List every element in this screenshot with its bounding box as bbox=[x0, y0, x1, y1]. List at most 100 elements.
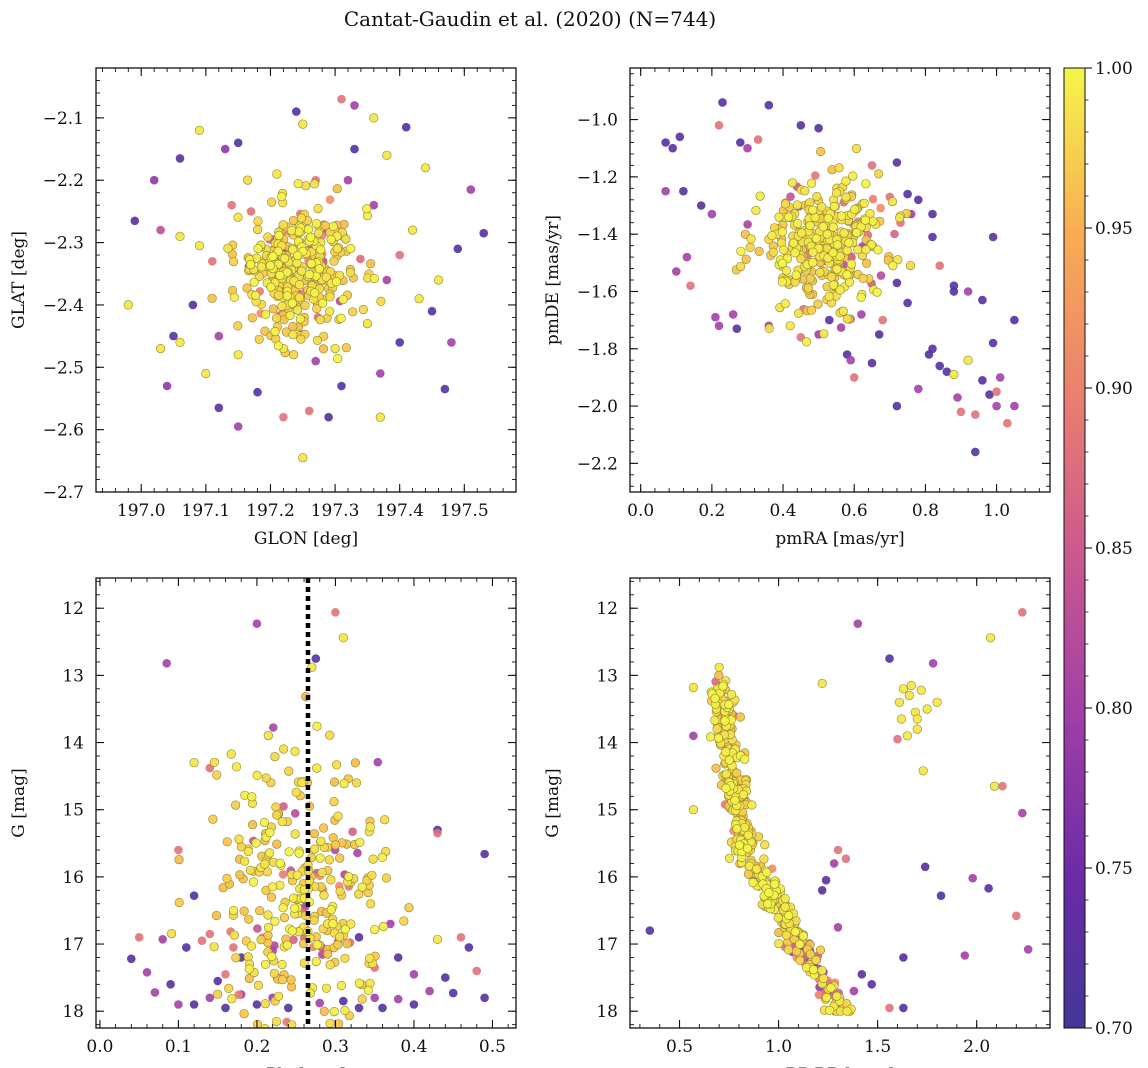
scatter-point bbox=[971, 410, 980, 419]
scatter-point bbox=[273, 341, 284, 351]
scatter-point bbox=[356, 254, 365, 264]
scatter-point bbox=[287, 298, 297, 308]
scatter-point bbox=[783, 212, 794, 222]
scatter-point bbox=[747, 800, 757, 810]
scatter-point bbox=[781, 930, 791, 940]
scatter-point bbox=[278, 903, 288, 913]
scatter-point bbox=[296, 334, 306, 344]
scatter-point bbox=[227, 200, 236, 210]
scatter-point bbox=[826, 983, 836, 993]
scatter-point bbox=[149, 175, 159, 185]
scatter-point bbox=[290, 903, 300, 913]
scatter-point bbox=[333, 811, 343, 821]
scatter-point bbox=[978, 295, 987, 305]
scatter-point bbox=[754, 246, 764, 256]
scatter-point bbox=[378, 921, 389, 932]
scatter-point bbox=[741, 254, 751, 264]
x-axis-label: BP-RP [mag] bbox=[786, 1065, 895, 1068]
scatter-point bbox=[953, 393, 962, 402]
scatter-point bbox=[984, 884, 993, 893]
scatter-point bbox=[887, 197, 898, 207]
y-tick-label: 12 bbox=[596, 599, 618, 619]
scatter-point bbox=[269, 968, 280, 978]
scatter-point bbox=[978, 376, 987, 385]
scatter-point bbox=[779, 245, 789, 255]
scatter-point bbox=[740, 754, 750, 764]
scatter-point bbox=[480, 993, 489, 1003]
scatter-point bbox=[267, 951, 277, 962]
scatter-point bbox=[256, 935, 266, 945]
x-tick-label: 0.4 bbox=[770, 501, 797, 521]
scatter-point bbox=[228, 905, 239, 916]
scatter-point bbox=[1023, 945, 1033, 954]
scatter-point bbox=[401, 122, 411, 132]
scatter-point bbox=[174, 845, 183, 855]
scatter-point bbox=[130, 216, 140, 226]
scatter-point bbox=[246, 941, 257, 951]
scatter-point bbox=[273, 1053, 282, 1062]
scatter-point bbox=[207, 293, 217, 303]
colorbar-tick-label: 0.80 bbox=[1095, 699, 1133, 719]
scatter-point bbox=[736, 246, 746, 256]
scatter-point bbox=[194, 241, 204, 251]
scatter-point bbox=[942, 367, 952, 377]
scatter-point bbox=[251, 838, 261, 848]
scatter-point bbox=[363, 985, 373, 996]
scatter-point bbox=[380, 815, 390, 825]
scatter-point bbox=[956, 407, 966, 417]
scatter-point bbox=[724, 699, 734, 710]
scatter-point bbox=[841, 854, 851, 863]
scatter-point bbox=[892, 158, 902, 167]
scatter-point bbox=[330, 344, 340, 354]
scatter-point bbox=[861, 245, 871, 255]
scatter-point bbox=[711, 763, 721, 773]
scatter-point bbox=[760, 840, 770, 850]
scatter-point bbox=[222, 873, 232, 884]
scatter-point bbox=[868, 194, 878, 204]
scatter-point bbox=[777, 277, 787, 287]
scatter-point bbox=[893, 255, 903, 265]
scatter-point bbox=[409, 970, 419, 979]
scatter-point bbox=[395, 250, 405, 260]
scatter-point bbox=[769, 879, 780, 889]
scatter-point bbox=[985, 633, 996, 643]
colorbar-tick-label: 0.85 bbox=[1095, 539, 1133, 559]
scatter-point bbox=[853, 619, 863, 628]
scatter-point bbox=[408, 225, 418, 235]
scatter-point bbox=[224, 983, 234, 994]
scatter-point bbox=[894, 213, 905, 223]
scatter-point bbox=[292, 870, 302, 880]
scatter-point bbox=[764, 323, 774, 334]
scatter-point bbox=[309, 1038, 318, 1047]
y-tick-label: 13 bbox=[596, 666, 618, 686]
scatter-point bbox=[174, 897, 184, 908]
scatter-point bbox=[294, 292, 305, 303]
scatter-point bbox=[355, 837, 365, 847]
scatter-point bbox=[309, 179, 320, 189]
scatter-point bbox=[265, 848, 275, 858]
scatter-point bbox=[309, 844, 320, 854]
scatter-point bbox=[289, 350, 299, 360]
scatter-point bbox=[259, 817, 270, 828]
scatter-point bbox=[318, 298, 328, 308]
scatter-point bbox=[362, 204, 372, 214]
scatter-point bbox=[208, 814, 218, 824]
scatter-point bbox=[283, 1036, 292, 1045]
scatter-point bbox=[829, 859, 839, 868]
y-tick-label: −2.2 bbox=[43, 171, 84, 191]
scatter-point bbox=[174, 854, 184, 865]
y-tick-label: −1.4 bbox=[577, 225, 618, 245]
scatter-point bbox=[718, 98, 727, 107]
scatter-point bbox=[197, 936, 207, 945]
scatter-point bbox=[229, 943, 238, 952]
scatter-point bbox=[277, 301, 287, 311]
scatter-point bbox=[777, 227, 788, 237]
scatter-point bbox=[353, 848, 362, 858]
scatter-point bbox=[928, 659, 938, 668]
scatter-point bbox=[376, 296, 386, 307]
scatter-point bbox=[873, 245, 883, 255]
scatter-point bbox=[661, 138, 670, 147]
scatter-point bbox=[786, 192, 795, 201]
scatter-point bbox=[134, 933, 144, 942]
scatter-point bbox=[279, 912, 290, 923]
